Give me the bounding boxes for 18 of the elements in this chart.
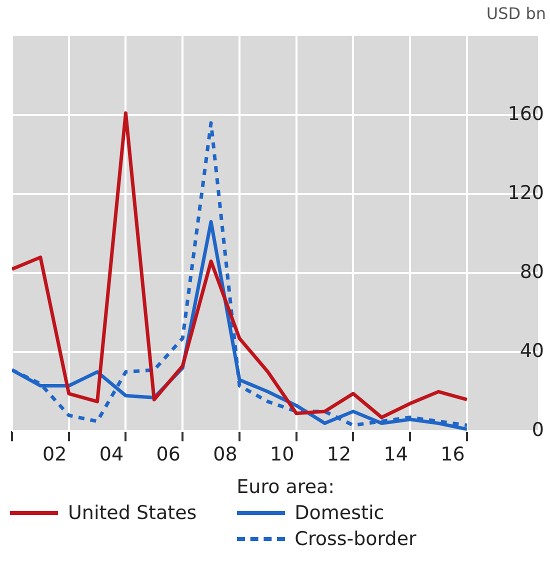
y-tick-label: 40: [520, 340, 544, 362]
legend-label: United States: [68, 502, 197, 524]
legend-title: Euro area:: [236, 476, 336, 498]
y-tick-label: 160: [508, 102, 544, 125]
y-tick-label: 80: [520, 261, 544, 284]
x-tick-label: 16: [440, 444, 465, 466]
x-tick-label: 04: [99, 444, 124, 466]
x-tick-label: 10: [270, 444, 294, 466]
legend-label: Domestic: [294, 502, 384, 524]
y-tick-label: 120: [508, 182, 544, 204]
x-tick-label: 06: [156, 444, 180, 466]
legend-label: Cross-border: [294, 528, 416, 550]
x-tick-label: 08: [213, 444, 238, 466]
x-tick-label: 02: [42, 444, 67, 466]
y-axis-title: USD bn: [486, 4, 546, 23]
x-tick-label: 12: [326, 444, 352, 466]
x-tick-label: 14: [384, 444, 408, 466]
y-tick-label: 0: [532, 419, 544, 442]
